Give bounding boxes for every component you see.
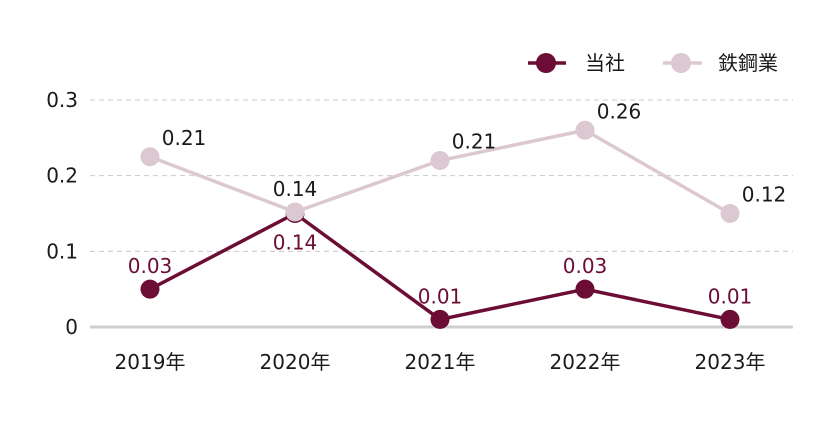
data-point: [575, 279, 595, 299]
data-label: 0.21: [162, 126, 207, 150]
data-point: [720, 204, 740, 223]
data-point: [430, 151, 450, 171]
y-tick-label: 0.3: [46, 88, 78, 112]
y-tick-label: 0.1: [46, 239, 78, 263]
y-tick-label: 0.2: [46, 164, 78, 188]
series-line-industry: [149, 128, 731, 216]
data-label: 0.14: [273, 177, 318, 201]
x-tick-label: 2021年: [405, 350, 476, 374]
data-label: 0.01: [418, 284, 463, 308]
x-tick-label: 2023年: [695, 350, 766, 374]
legend-marker: [536, 53, 556, 73]
data-point: [140, 147, 160, 167]
data-point: [140, 279, 160, 299]
y-tick-label: 0: [65, 315, 78, 339]
legend-label-industry: 鉄鋼業: [718, 51, 778, 75]
data-label: 0.12: [742, 183, 787, 207]
data-point: [430, 309, 450, 329]
data-point: [285, 202, 305, 222]
legend-label-company: 当社: [585, 51, 625, 75]
data-point: [575, 120, 595, 140]
data-label: 0.01: [708, 284, 753, 308]
x-tick-label: 2019年: [115, 350, 186, 374]
data-label: 0.03: [128, 254, 173, 278]
data-label: 0.14: [273, 231, 318, 255]
data-label: 0.26: [597, 99, 642, 123]
x-tick-label: 2020年: [260, 350, 331, 374]
legend-marker: [671, 53, 691, 73]
data-label: 0.21: [452, 130, 497, 154]
data-point: [720, 309, 740, 329]
data-label: 0.03: [563, 254, 608, 278]
x-tick-label: 2022年: [550, 350, 621, 374]
